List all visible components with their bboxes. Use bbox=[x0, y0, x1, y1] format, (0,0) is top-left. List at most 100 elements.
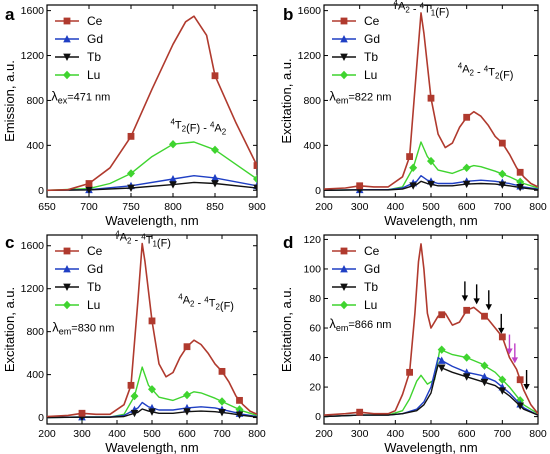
y-tick-label: 1600 bbox=[21, 240, 45, 252]
peak-arrow-head bbox=[506, 348, 513, 355]
data-point-Tb bbox=[462, 373, 471, 381]
legend-label-Ce: Ce bbox=[87, 244, 103, 258]
data-point-Ce bbox=[427, 94, 435, 102]
data-point-Lu bbox=[462, 163, 471, 173]
x-tick-label: 300 bbox=[351, 428, 369, 440]
y-tick-label: 1200 bbox=[298, 50, 322, 62]
x-tick-label: 800 bbox=[164, 201, 182, 213]
y-tick-label: 1200 bbox=[21, 283, 45, 295]
data-point-Tb bbox=[211, 180, 219, 188]
x-tick-label: 500 bbox=[422, 428, 440, 440]
y-tick-label: 40 bbox=[309, 352, 321, 364]
data-point-Ce bbox=[148, 317, 156, 325]
y-tick-label: 0 bbox=[38, 185, 44, 197]
legend-label-Ce: Ce bbox=[87, 14, 103, 28]
legend-label-Lu: Lu bbox=[87, 68, 100, 82]
legend-marker-Tb bbox=[340, 283, 348, 291]
legend-label-Gd: Gd bbox=[87, 32, 103, 46]
y-tick-label: 1600 bbox=[298, 5, 322, 17]
data-point-Lu bbox=[462, 353, 471, 362]
lambda-annotation: λem=866 nm bbox=[329, 316, 391, 333]
x-tick-label: 500 bbox=[143, 428, 161, 440]
legend-marker-Lu bbox=[340, 300, 348, 310]
y-tick-label: 400 bbox=[303, 140, 321, 152]
data-point-Ce bbox=[127, 381, 135, 389]
transition-annotation: 4A2 - 4T2(F) bbox=[458, 61, 514, 81]
panel-label: c bbox=[5, 233, 14, 252]
y-tick-label: 800 bbox=[26, 95, 44, 107]
y-tick-label: 0 bbox=[315, 185, 321, 197]
panel-a: a 650 700 750 800 850 900 0 400 800 1200 1600 Wavele… bbox=[2, 4, 266, 228]
y-tick-label: 80 bbox=[309, 293, 321, 305]
legend-label-Tb: Tb bbox=[87, 280, 101, 294]
legend-label-Gd: Gd bbox=[364, 32, 380, 46]
data-point-Ce bbox=[78, 409, 86, 417]
panel-b: b 200 300 400 500 600 700 800 0 400 800 1200 1600 Wav… bbox=[279, 0, 547, 228]
data-point-Ce bbox=[498, 333, 506, 341]
panel-label: a bbox=[5, 5, 15, 24]
legend-label-Tb: Tb bbox=[364, 280, 378, 294]
x-axis-label: Wavelength, nm bbox=[384, 213, 477, 228]
series-line-Lu bbox=[47, 141, 257, 191]
y-tick-label: 800 bbox=[26, 326, 44, 338]
peak-arrow-head bbox=[511, 357, 519, 364]
panel-label: d bbox=[283, 233, 293, 252]
y-tick-label: 1200 bbox=[21, 50, 45, 62]
peak-arrow-head bbox=[523, 383, 530, 390]
legend-marker-Gd bbox=[63, 35, 71, 43]
legend-label-Lu: Lu bbox=[364, 68, 377, 82]
legend-marker-Lu bbox=[63, 70, 71, 80]
data-point-Ce bbox=[356, 408, 364, 416]
legend-marker-Tb bbox=[63, 53, 71, 61]
legend-marker-Gd bbox=[63, 265, 71, 273]
data-point-Tb bbox=[235, 411, 244, 419]
data-point-Gd bbox=[437, 356, 446, 364]
series-line-Ce bbox=[324, 12, 538, 190]
x-axis-label: Wavelength, nm bbox=[384, 440, 477, 454]
series-line-Lu bbox=[324, 348, 538, 418]
data-point-Ce bbox=[236, 396, 243, 404]
data-point-Lu bbox=[409, 163, 418, 173]
data-point-Lu bbox=[169, 140, 177, 149]
plot-frame bbox=[46, 4, 258, 198]
panel-d: d 200 300 400 500 600 700 800 0 20 40 60 80 100 120 Wav… bbox=[279, 233, 547, 454]
data-point-Tb bbox=[427, 180, 435, 189]
data-point-Lu bbox=[183, 390, 191, 400]
series-line-Ce bbox=[47, 242, 257, 418]
data-point-Gd bbox=[169, 175, 177, 183]
data-point-Ce bbox=[406, 153, 413, 160]
x-tick-label: 900 bbox=[248, 201, 266, 213]
legend-marker-Ce bbox=[340, 247, 348, 255]
data-point-Tb bbox=[498, 387, 507, 395]
x-tick-label: 600 bbox=[458, 201, 476, 213]
x-tick-label: 400 bbox=[108, 428, 126, 440]
legend-label-Gd: Gd bbox=[364, 262, 380, 276]
lambda-annotation: λem=830 nm bbox=[52, 320, 114, 337]
series-line-Gd bbox=[47, 175, 257, 191]
data-point-Lu bbox=[437, 345, 446, 354]
x-tick-label: 800 bbox=[529, 201, 547, 213]
x-tick-label: 800 bbox=[248, 428, 266, 440]
data-point-Ce bbox=[463, 113, 471, 121]
data-point-Ce bbox=[183, 343, 191, 351]
x-tick-label: 600 bbox=[178, 428, 196, 440]
data-point-Ce bbox=[218, 367, 226, 375]
data-point-Lu bbox=[148, 385, 156, 394]
peak-arrow-head bbox=[461, 295, 469, 302]
data-point-Lu bbox=[211, 145, 219, 155]
data-point-Ce bbox=[516, 376, 524, 384]
data-point-Ce bbox=[356, 182, 364, 190]
legend-label-Tb: Tb bbox=[364, 50, 378, 64]
data-point-Tb bbox=[183, 408, 191, 416]
legend-marker-Gd bbox=[340, 265, 348, 273]
data-point-Lu bbox=[498, 169, 507, 179]
data-point-Tb bbox=[462, 180, 471, 189]
data-point-Ce bbox=[438, 311, 446, 319]
peak-arrow-head bbox=[498, 327, 505, 334]
data-point-Ce bbox=[406, 368, 413, 376]
data-point-Lu bbox=[127, 169, 135, 178]
y-tick-label: 20 bbox=[309, 382, 321, 394]
data-point-Tb bbox=[409, 182, 417, 190]
legend-marker-Ce bbox=[340, 17, 348, 25]
